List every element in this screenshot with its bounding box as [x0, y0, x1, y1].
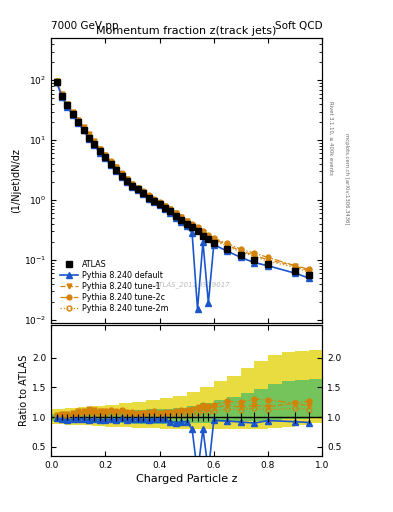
Legend: ATLAS, Pythia 8.240 default, Pythia 8.240 tune-1, Pythia 8.240 tune-2c, Pythia 8: ATLAS, Pythia 8.240 default, Pythia 8.24…: [58, 258, 171, 316]
Text: Rivet 3.1.10, ≥ 400k events: Rivet 3.1.10, ≥ 400k events: [328, 101, 333, 175]
Text: 7000 GeV pp: 7000 GeV pp: [51, 22, 119, 31]
Text: ATLAS_2011_I919017: ATLAS_2011_I919017: [154, 282, 230, 288]
Y-axis label: (1/Njet)dN/dz: (1/Njet)dN/dz: [11, 148, 21, 213]
X-axis label: Charged Particle z: Charged Particle z: [136, 474, 237, 484]
Title: Momentum fraction z(track jets): Momentum fraction z(track jets): [97, 26, 277, 36]
Text: Soft QCD: Soft QCD: [275, 22, 322, 31]
Y-axis label: Ratio to ATLAS: Ratio to ATLAS: [19, 355, 29, 426]
Text: mcplots.cern.ch [arXiv:1306.3436]: mcplots.cern.ch [arXiv:1306.3436]: [344, 134, 349, 225]
